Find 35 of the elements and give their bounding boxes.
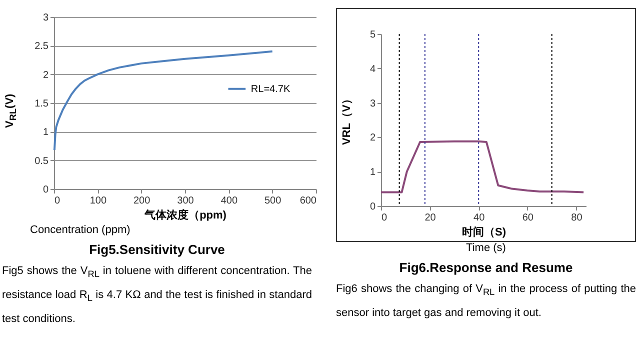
y-tick-label: 1.5 [34, 98, 49, 110]
x-tick-label: 300 [177, 196, 194, 206]
x-axis-title: 气体浓度（ppm) [144, 208, 227, 222]
y-tick-label: 2.5 [34, 41, 49, 52]
x-tick-label: 60 [522, 212, 534, 224]
y-tick-label: 5 [370, 30, 376, 40]
y-tick-label: 0 [42, 184, 49, 196]
x-tick-label: 400 [220, 196, 238, 206]
y-tick-label: 1 [370, 167, 376, 178]
y-tick-label: 2 [42, 70, 49, 81]
y-tick-label: 3 [370, 98, 376, 110]
y-tick-label: 4 [370, 64, 376, 75]
text: Time (s) [465, 242, 507, 254]
y-tick-label: 3 [42, 12, 49, 24]
text: Fig5 shows the V$_{RL}$ in toluene with different concentration. The resistance load R$_{L}$ is 4.7 KΩ and the test is finished in standard test conditions. [2, 265, 312, 326]
x-tick-label: 200 [133, 196, 151, 206]
line-series [380, 140, 585, 194]
x-tick-label: 100 [90, 196, 107, 206]
x-tick-label: 0 [382, 212, 388, 224]
legend-label: RL=4.7K [250, 84, 290, 95]
text: Concentration (ppm) [29, 224, 132, 236]
x-tick-label: 80 [571, 212, 583, 224]
x-tick-label: 20 [424, 212, 436, 224]
y-tick-label: 2 [370, 132, 376, 144]
caption: Fig6 shows the changing of V$_{RL}$ in the process of putting the sensor into target gas and removing it out. [336, 282, 636, 322]
y-tick-label: 1 [42, 127, 49, 138]
x-axis-title: 时间（S) [462, 226, 506, 238]
y-axis-title: VRL（V） [340, 94, 354, 145]
text: Fig6.Response and Resume [398, 260, 574, 275]
text: Fig5.Sensitivity Curve [88, 242, 226, 257]
x-tick-label: 500 [264, 196, 282, 206]
y-tick-label: 0.5 [34, 156, 49, 167]
x-tick-label: 40 [474, 212, 486, 224]
x-tick-label: 0 [54, 196, 60, 206]
x-tick-label: 600 [300, 196, 317, 206]
